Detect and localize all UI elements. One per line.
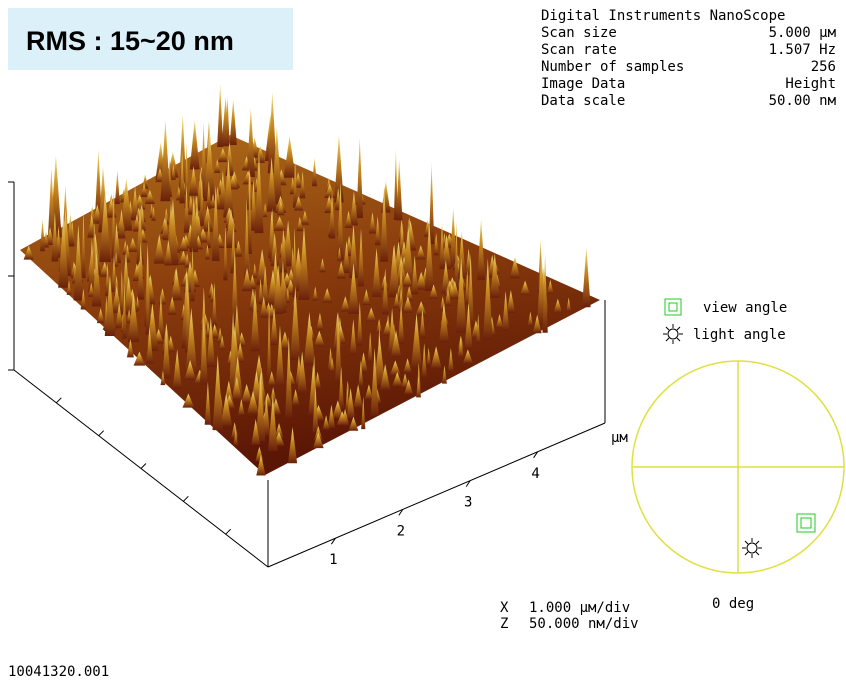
peak: [334, 135, 344, 203]
view-label: view angle: [703, 300, 787, 316]
info-panel: Digital Instruments NanoScope Scan size 5…: [541, 8, 837, 109]
peak: [190, 120, 200, 169]
y-tick: [226, 529, 231, 534]
scale-axis: X: [500, 600, 509, 616]
badge: RMS : 15~20 nm: [26, 26, 234, 56]
light-icon: [663, 324, 683, 344]
info-value: 50.00 nм: [769, 93, 837, 109]
angle-dial: [632, 361, 844, 573]
info-key: Image Data: [541, 76, 625, 92]
scale-value: 50.000 nм/div: [529, 616, 639, 632]
light-label: light angle: [693, 327, 786, 343]
y-tick: [141, 464, 146, 469]
info-key: Scan size: [541, 25, 617, 41]
x-tick-label: 1: [329, 552, 337, 568]
angle-legend: view angle light angle: [663, 299, 787, 344]
axis-unit: µм: [611, 430, 628, 446]
peak: [230, 99, 237, 145]
scale-info: X 1.000 µм/div Z 50.000 nм/div: [500, 600, 639, 632]
peak: [582, 247, 591, 307]
info-key: Data scale: [541, 93, 625, 109]
info-value: 256: [811, 59, 836, 75]
x-tick-label: 4: [531, 466, 539, 482]
peak: [284, 136, 296, 178]
peak: [381, 181, 390, 212]
info-key: Scan rate: [541, 42, 617, 58]
y-tick: [99, 431, 104, 436]
y-tick: [56, 398, 61, 403]
peak: [356, 137, 363, 218]
y-tick: [183, 496, 188, 501]
info-value: 1.507 Hz: [769, 42, 836, 58]
scale-value: 1.000 µм/div: [529, 600, 630, 616]
scale-axis: Z: [500, 616, 508, 632]
x-tick-label: 2: [397, 523, 405, 539]
view-icon: [669, 303, 677, 311]
x-tick-label: 3: [464, 495, 472, 511]
page: RMS : 15~20 nm Digital Instruments NanoS…: [0, 0, 846, 684]
info-key: Number of samples: [541, 59, 684, 75]
angle-degree: 0 deg: [712, 596, 754, 612]
info-value: Height: [785, 76, 836, 92]
info-title: Digital Instruments NanoScope: [541, 8, 785, 24]
view-icon: [665, 299, 681, 315]
filename: 10041320.001: [8, 664, 109, 680]
peak: [40, 219, 45, 252]
peak: [115, 169, 120, 204]
peak: [217, 84, 223, 147]
info-value: 5.000 µм: [769, 25, 837, 41]
